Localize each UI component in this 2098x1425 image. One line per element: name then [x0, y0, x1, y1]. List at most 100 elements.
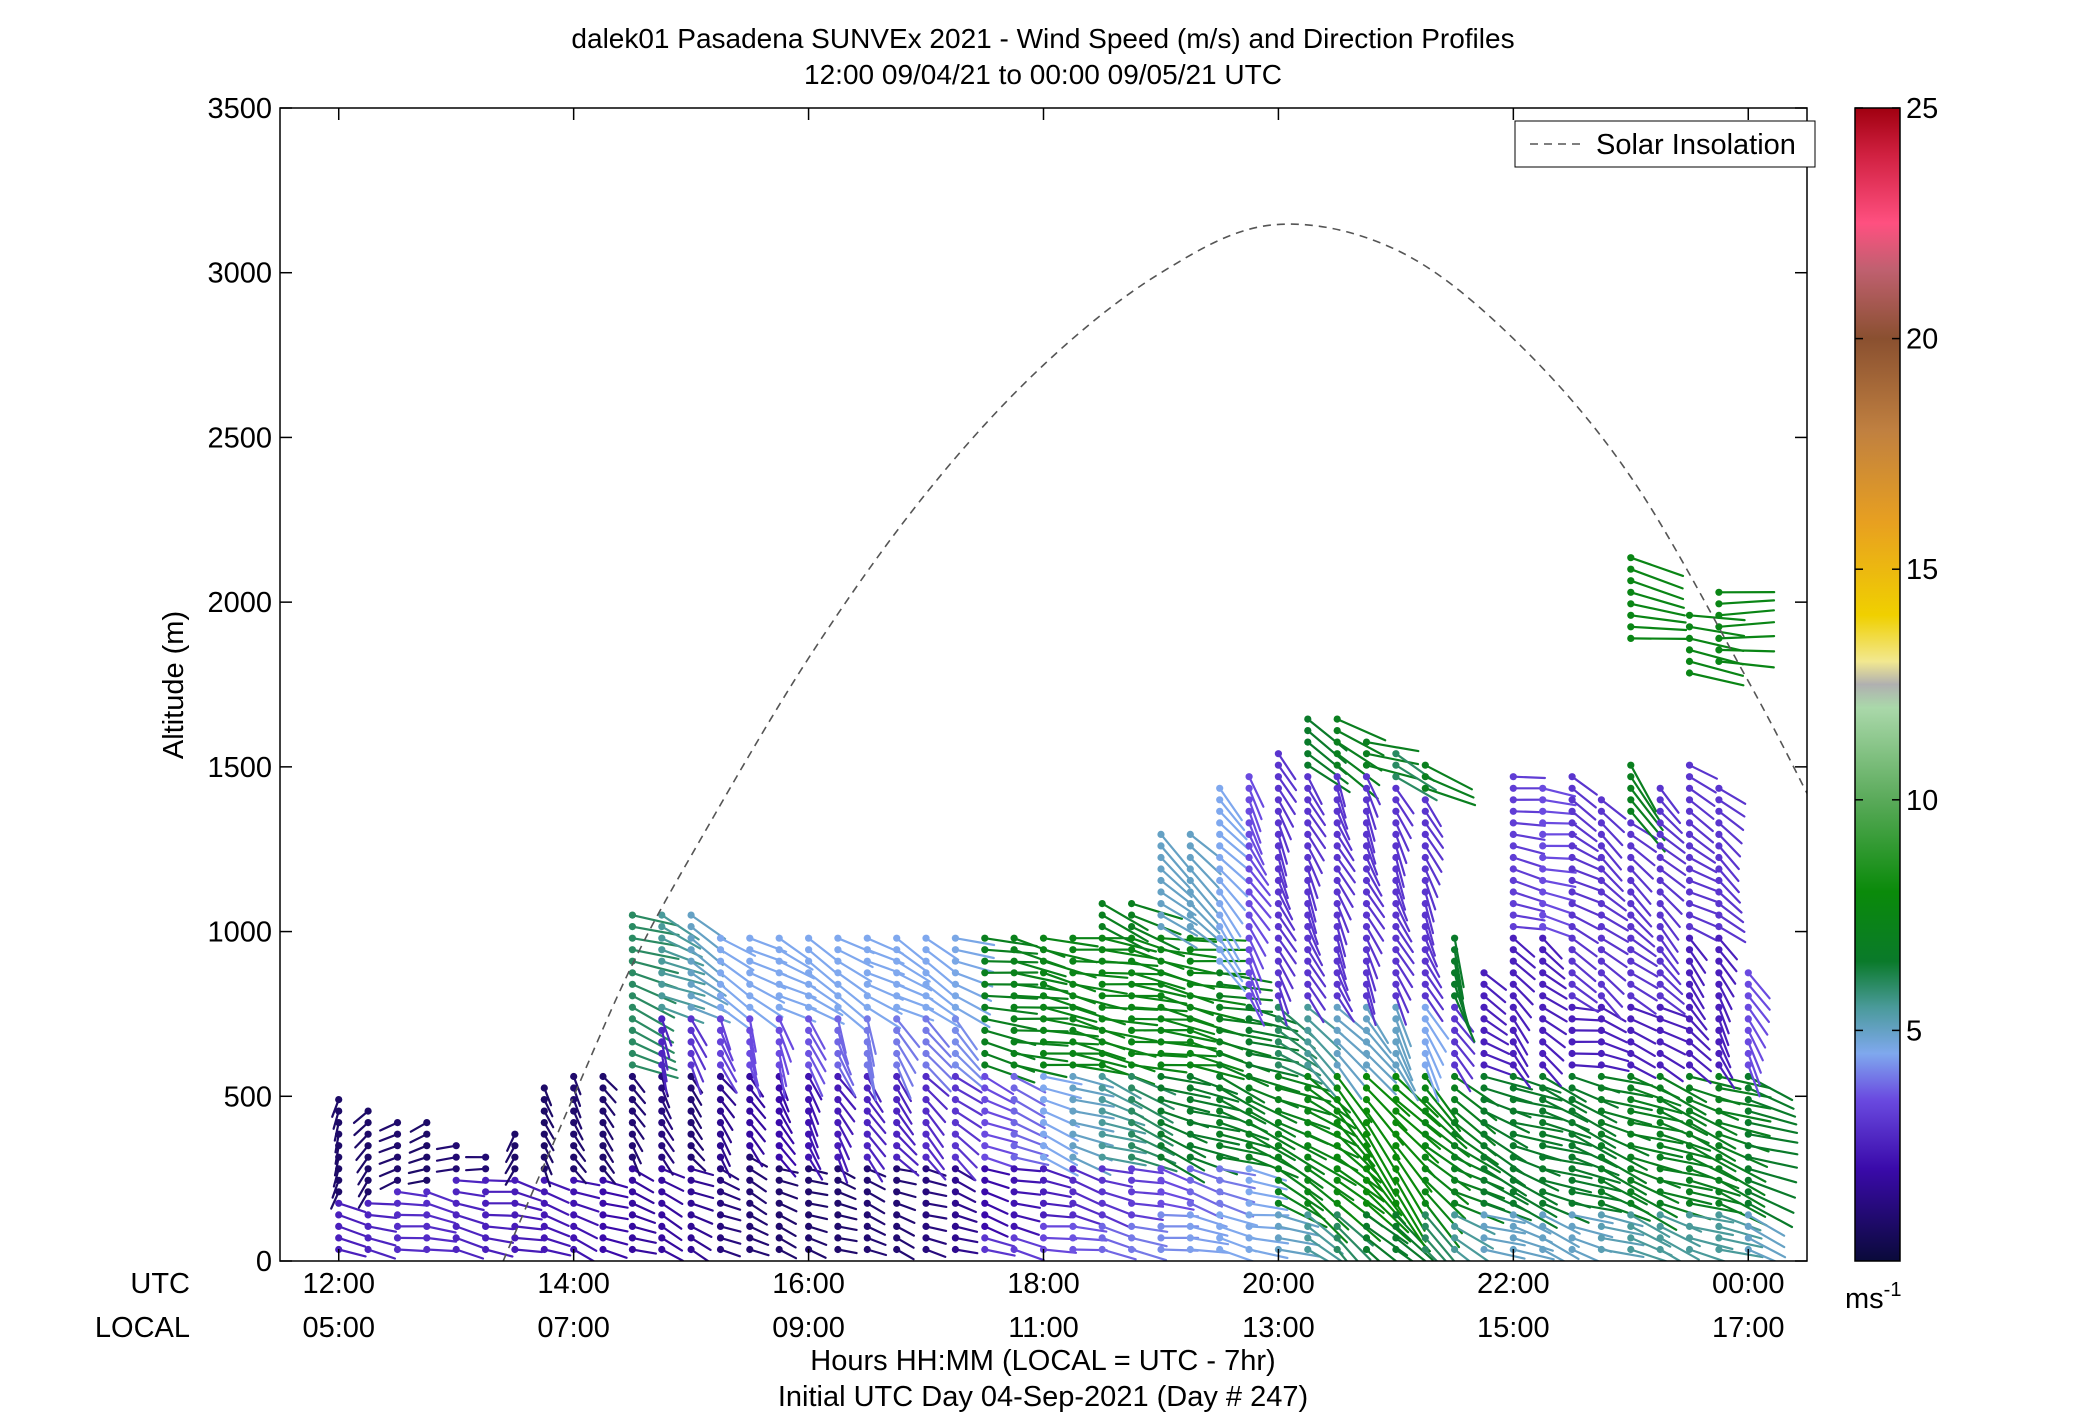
wind-barb-dot — [1098, 1234, 1106, 1242]
wind-barb-line — [1365, 764, 1419, 780]
wind-barb-line — [1482, 1121, 1529, 1149]
wind-barb-dot — [1098, 1107, 1106, 1115]
wind-barb-dot — [1039, 1234, 1048, 1242]
wind-barb-line — [1336, 775, 1347, 808]
colorbar-tick-label-25: 25 — [1906, 93, 1938, 125]
wind-barb-line — [1659, 1040, 1687, 1056]
wind-barb-dot — [1627, 900, 1635, 908]
wind-barb-line — [1042, 1167, 1071, 1180]
wind-barb-line — [1717, 1213, 1762, 1232]
wind-barb-dot — [922, 1107, 930, 1115]
wind-barb-line — [1012, 1086, 1046, 1107]
wind-barb-dot — [1157, 1176, 1165, 1184]
wind-barb-dot — [805, 1176, 813, 1184]
wind-barb-dot — [511, 1245, 519, 1254]
wind-barb-dot — [1539, 1096, 1547, 1104]
wind-barb-line — [924, 948, 958, 975]
wind-barb-dot — [1098, 969, 1106, 977]
wind-barb-dot — [1069, 1199, 1077, 1207]
wind-barb-dot — [951, 1165, 960, 1173]
wind-barb-dot — [893, 1153, 901, 1161]
wind-barb-dot — [1333, 1245, 1341, 1254]
wind-barb-line — [1424, 1006, 1450, 1040]
wind-barb-dot — [716, 946, 725, 954]
wind-barb-dot — [1451, 1084, 1459, 1092]
wind-barb-line — [1747, 1190, 1795, 1214]
wind-barb-dot — [1216, 830, 1224, 839]
wind-barb-line — [1159, 1190, 1195, 1202]
wind-barb-dot — [1421, 934, 1429, 942]
wind-barb-line — [1306, 1086, 1354, 1122]
wind-barb-line — [1130, 1086, 1175, 1111]
wind-barb-line — [1306, 913, 1319, 946]
wind-barb-line — [1336, 1098, 1371, 1148]
wind-barb-dot — [1685, 1188, 1694, 1196]
wind-barb-line — [689, 1063, 702, 1096]
wind-barb-line — [1600, 1167, 1648, 1196]
wind-barb-dot — [1539, 1245, 1547, 1254]
wind-barb-line — [1218, 1167, 1257, 1177]
wind-barb-line — [1394, 879, 1407, 911]
wind-barb-dot — [687, 911, 695, 919]
wind-barb-line — [1747, 1063, 1761, 1098]
wind-barb-line — [1394, 902, 1411, 933]
wind-barb-dot — [1539, 911, 1547, 919]
wind-barb-line — [778, 1017, 795, 1051]
wind-barb-line — [1482, 994, 1507, 1015]
wind-barb-dot — [1128, 911, 1136, 919]
wind-barb-dot — [1509, 865, 1517, 873]
wind-barb-dot — [834, 992, 842, 1000]
wind-barb-dot — [981, 969, 989, 977]
wind-barb-line — [1541, 1202, 1590, 1224]
wind-barb-line — [1570, 1133, 1617, 1160]
wind-barb-line — [1688, 660, 1745, 677]
wind-barb-dot — [1421, 1222, 1429, 1230]
wind-barb-dot — [1715, 900, 1723, 908]
wind-barb-dot — [1685, 1038, 1694, 1046]
wind-barb-dot — [1627, 1176, 1635, 1184]
wind-barb-dot — [1245, 900, 1253, 908]
wind-barb-dot — [1539, 1142, 1547, 1150]
wind-barb-line — [1688, 844, 1717, 864]
wind-barb-dot — [1245, 1211, 1253, 1219]
wind-barb-dot — [863, 1176, 871, 1184]
colorbar-units-base: ms — [1845, 1283, 1884, 1315]
wind-barb-line — [1218, 1121, 1270, 1141]
wind-barb-line — [1336, 937, 1347, 969]
wind-barb-dot — [1304, 1199, 1312, 1207]
wind-barb-line — [719, 971, 752, 999]
wind-barb-dot — [1509, 900, 1517, 908]
wind-barb-dot — [540, 1234, 548, 1242]
wind-barb-line — [1659, 983, 1685, 1005]
wind-barb-dot — [1304, 1061, 1312, 1069]
wind-barb-line — [689, 1213, 714, 1225]
wind-barb-line — [1130, 1156, 1178, 1173]
wind-barb-dot — [1392, 773, 1400, 781]
wind-barb-dot — [1216, 1245, 1224, 1254]
wind-barb-line — [1277, 879, 1291, 910]
wind-barb-dot — [922, 1049, 930, 1058]
wind-barb-line — [1512, 1156, 1561, 1177]
wind-barb-dot — [1392, 796, 1400, 804]
wind-barb-dot — [1216, 784, 1224, 792]
wind-barb-dot — [1186, 946, 1194, 954]
wind-barb-line — [1247, 879, 1272, 908]
wind-barb-line — [1247, 833, 1265, 866]
wind-barb-line — [1277, 1098, 1332, 1116]
wind-barb-dot — [805, 1084, 813, 1092]
wind-barb-line — [924, 994, 960, 1020]
wind-barb-dot — [1509, 1096, 1517, 1104]
wind-barb-dot — [716, 1199, 725, 1207]
wind-barb-line — [1570, 937, 1598, 958]
wind-barb-dot — [482, 1153, 490, 1161]
wind-barb-line — [1600, 1052, 1630, 1063]
wind-barb-dot — [1539, 807, 1547, 815]
wind-barb-line — [1218, 1029, 1273, 1042]
wind-barb-line — [1306, 821, 1327, 850]
wind-barb-line — [1424, 1017, 1447, 1053]
wind-barb-line — [1541, 1213, 1581, 1235]
wind-barb-line — [1336, 844, 1356, 873]
wind-barb-dot — [1186, 1072, 1194, 1081]
wind-barb-dot — [775, 1211, 783, 1219]
